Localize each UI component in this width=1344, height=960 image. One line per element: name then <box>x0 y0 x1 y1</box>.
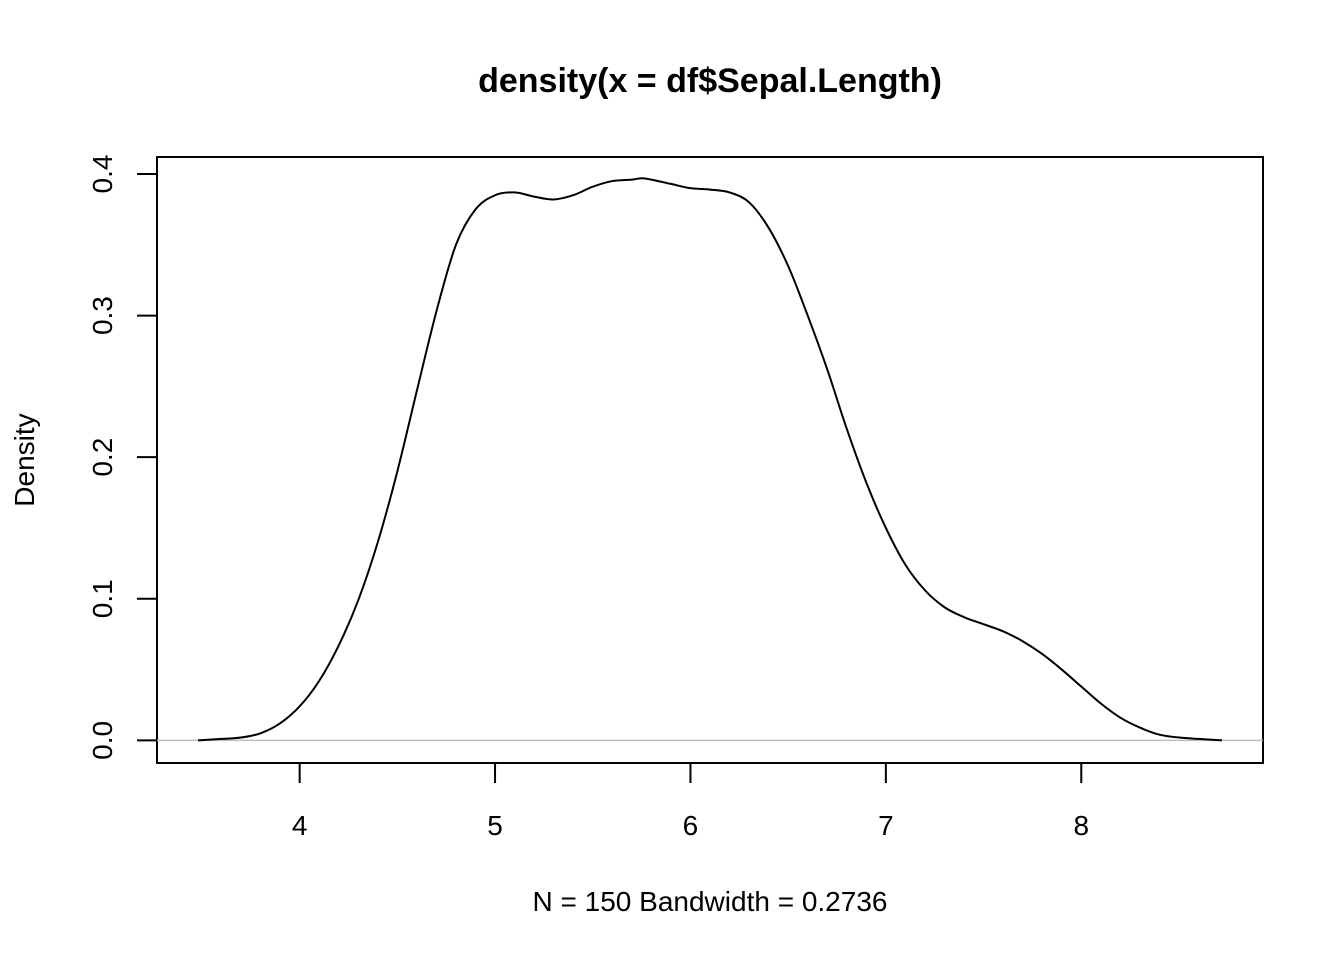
y-tick-label: 0.2 <box>87 438 118 477</box>
chart-title: density(x = df$Sepal.Length) <box>478 62 942 100</box>
plot-box <box>156 156 1264 764</box>
y-axis-label: Density <box>9 413 40 506</box>
density-curve <box>197 177 1223 742</box>
x-tick-label: 7 <box>878 810 894 841</box>
x-tick-label: 4 <box>292 810 308 841</box>
x-axis-label: N = 150 Bandwidth = 0.2736 <box>533 886 888 917</box>
x-axis: 4 5 6 7 8 <box>292 762 1089 841</box>
y-tick-label: 0.3 <box>87 296 118 335</box>
x-tick-label: 8 <box>1073 810 1089 841</box>
x-tick-label: 6 <box>683 810 699 841</box>
y-tick-label: 0.1 <box>87 579 118 618</box>
y-axis: 0.0 0.1 0.2 0.3 0.4 <box>87 155 158 760</box>
y-tick-label: 0.0 <box>87 721 118 760</box>
x-tick-label: 5 <box>487 810 503 841</box>
y-tick-label: 0.4 <box>87 155 118 194</box>
